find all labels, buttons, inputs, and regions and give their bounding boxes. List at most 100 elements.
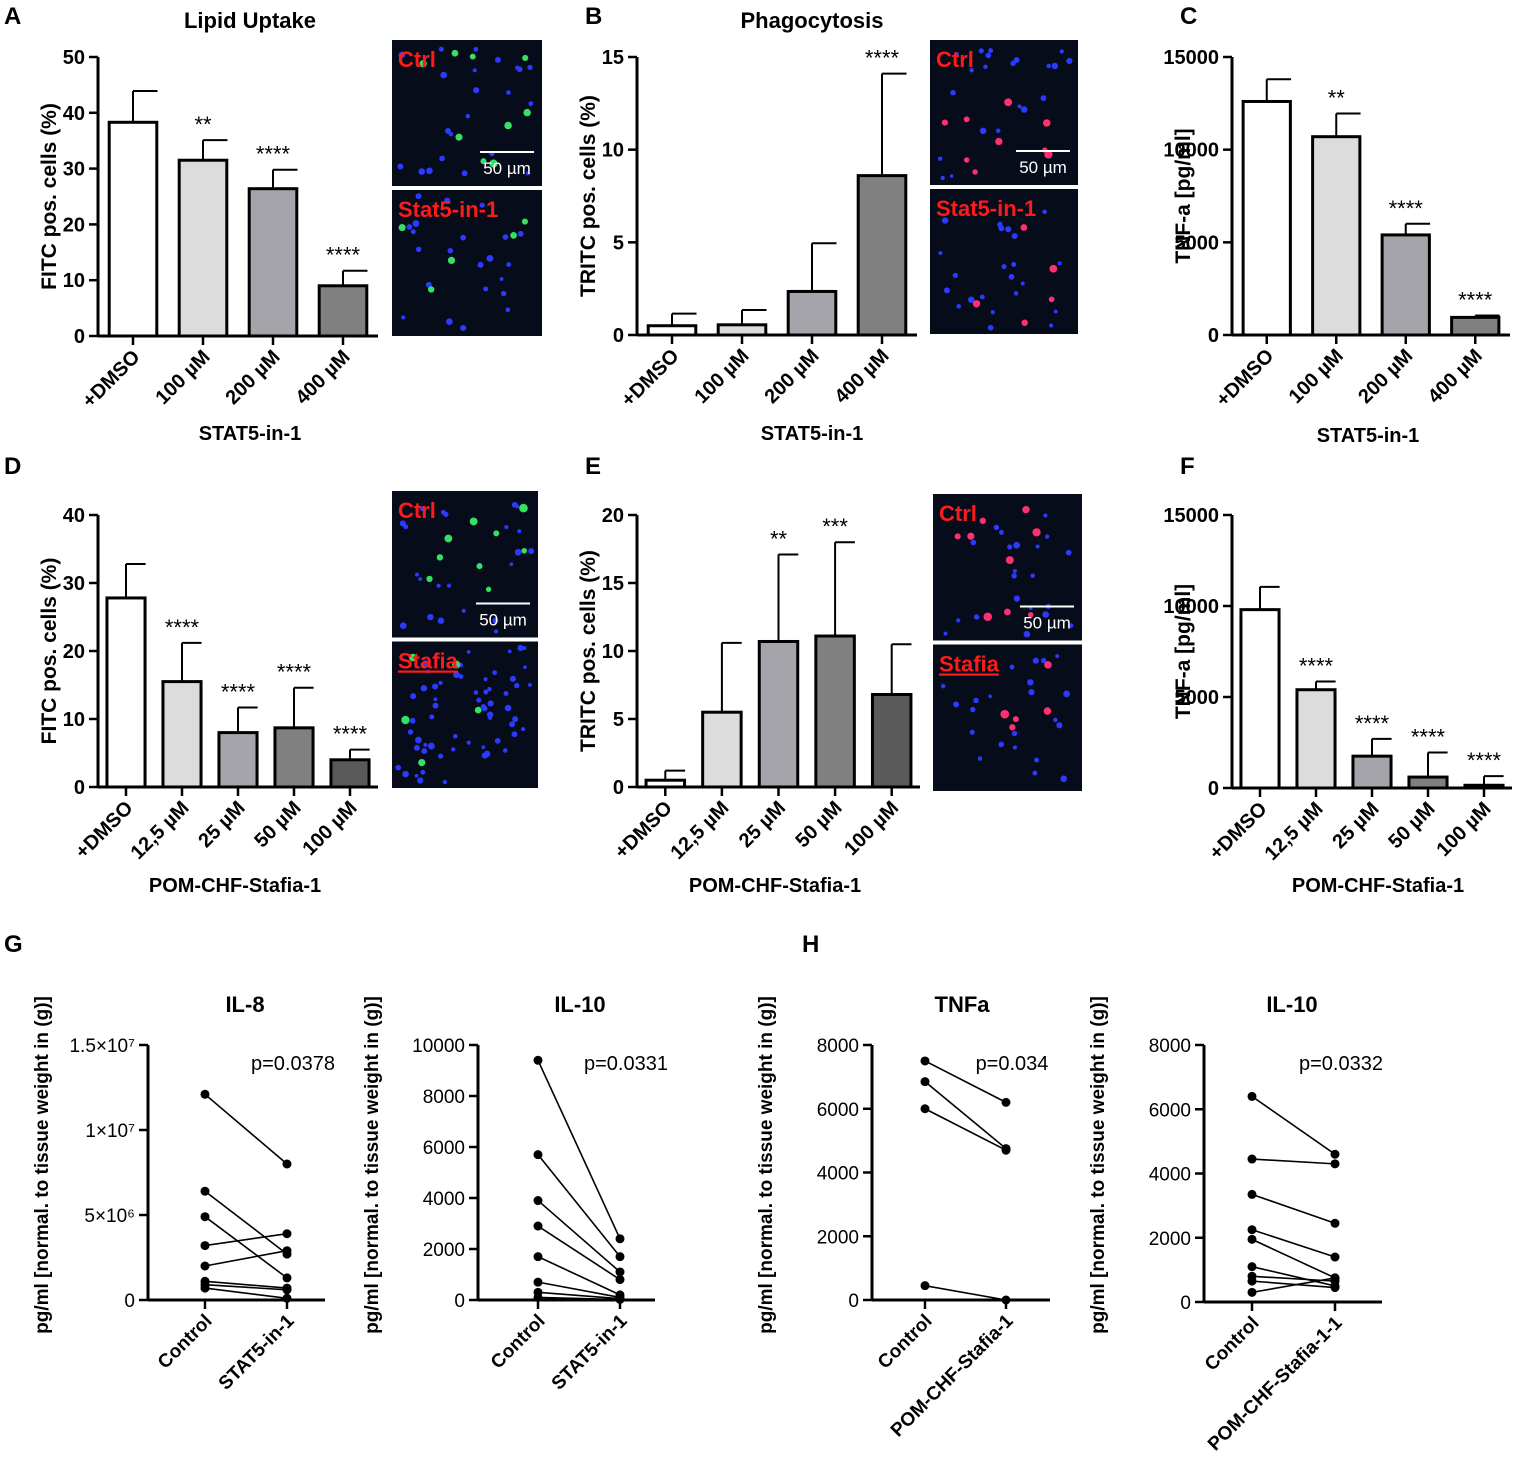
- x-tick-label: STAT5-in-1: [548, 1310, 632, 1394]
- micrograph-treated-image: [392, 641, 538, 788]
- control-point: [200, 1283, 210, 1293]
- y-tick-label: 0: [74, 326, 85, 348]
- nucleus-dot: [517, 529, 522, 534]
- stained-cell-dot: [972, 300, 981, 308]
- nucleus-dot: [523, 665, 527, 670]
- control-point: [1247, 1287, 1257, 1297]
- stained-cell-dot: [469, 517, 478, 526]
- nucleus-dot: [440, 71, 447, 79]
- nucleus-dot: [1043, 513, 1048, 518]
- x-tick-label: 100 µM: [1433, 798, 1496, 861]
- nucleus-dot: [1013, 595, 1020, 602]
- y-tick-label: 2000: [1149, 1229, 1191, 1250]
- y-tick-label: 0: [1208, 778, 1219, 800]
- nucleus-dot: [988, 48, 994, 54]
- bar: [646, 324, 698, 337]
- p-value-annotation: p=0.0378: [251, 1053, 335, 1075]
- y-axis-label: pg/ml [normal. to tissue weight in (g)]: [1088, 996, 1109, 1334]
- nucleus-dot: [940, 175, 945, 181]
- y-tick-label: 4000: [1149, 1165, 1191, 1186]
- nucleus-dot: [461, 608, 466, 613]
- nucleus-dot: [940, 683, 946, 689]
- stained-cell-dot: [1043, 707, 1052, 715]
- y-tick-label: 10: [63, 709, 85, 731]
- control-point: [1247, 1225, 1257, 1235]
- bar: [870, 693, 913, 789]
- nucleus-dot: [993, 524, 1000, 531]
- control-point: [200, 1241, 210, 1251]
- nucleus-dot: [422, 660, 429, 668]
- x-axis-label: STAT5-in-1: [761, 423, 864, 445]
- significance-marker: ****: [326, 243, 361, 268]
- nucleus-dot: [418, 577, 423, 581]
- x-tick-label: 25 µM: [194, 797, 249, 852]
- bar: [247, 187, 299, 338]
- x-tick-label: 12,5 µM: [1261, 798, 1328, 865]
- y-axis-label: pg/ml [normal. to tissue weight in (g)]: [32, 996, 53, 1334]
- nucleus-dot: [1065, 549, 1072, 556]
- nucleus-dot: [941, 217, 949, 224]
- nucleus-dot: [1005, 226, 1012, 233]
- control-point: [1247, 1276, 1257, 1286]
- y-tick-label: 15000: [1163, 47, 1219, 69]
- stained-cell-dot: [519, 503, 528, 513]
- significance-marker: ****: [1411, 725, 1446, 750]
- stained-cell-dot: [401, 715, 410, 725]
- micrograph-label-control: Ctrl: [398, 498, 436, 523]
- stained-cell-dot: [1005, 556, 1014, 565]
- y-tick-label: 0: [74, 777, 85, 799]
- nucleus-dot: [438, 680, 443, 685]
- micrograph-treated-image: [392, 190, 542, 336]
- x-axis-label: STAT5-in-1: [199, 423, 302, 445]
- x-tick-label: POM-CHF-Stafia-1-1: [1204, 1312, 1347, 1455]
- treatment-point: [282, 1293, 292, 1303]
- micrograph-control-image: [392, 40, 542, 186]
- stained-cell-dot: [523, 108, 531, 117]
- nucleus-dot: [506, 90, 511, 95]
- nucleus-dot: [983, 64, 988, 70]
- nucleus-dot: [414, 773, 419, 778]
- nucleus-dot: [1013, 291, 1019, 296]
- stained-cell-dot: [1022, 506, 1030, 514]
- nucleus-dot: [477, 261, 484, 268]
- micrograph-control-image: [392, 491, 538, 638]
- stained-cell-dot: [409, 653, 417, 662]
- significance-marker: ****: [165, 615, 200, 640]
- panel-letter-c: C: [1180, 3, 1197, 30]
- nucleus-dot: [509, 562, 514, 567]
- nucleus-dot: [1040, 95, 1047, 102]
- stained-cell-dot: [1044, 661, 1052, 669]
- stained-cell-dot: [469, 53, 476, 60]
- micrograph-treated-image: [933, 644, 1082, 791]
- nucleus-dot: [481, 745, 486, 750]
- control-point: [200, 1212, 210, 1222]
- bar: [1407, 775, 1449, 790]
- x-axis-label: POM-CHF-Stafia-1: [149, 875, 321, 897]
- stained-cell-dot: [428, 286, 435, 293]
- nucleus-dot: [399, 520, 406, 527]
- nucleus-dot: [486, 711, 494, 718]
- nucleus-dot: [1023, 630, 1031, 638]
- nucleus-dot: [417, 777, 424, 784]
- pair-line: [537, 1291, 621, 1300]
- x-tick-label: 400 µM: [1424, 345, 1487, 408]
- pair-line: [924, 1108, 1007, 1151]
- control-point: [920, 1104, 930, 1114]
- control-point: [533, 1277, 543, 1287]
- bar: [161, 680, 203, 789]
- nucleus-dot: [1011, 261, 1017, 268]
- nucleus-dot: [1011, 573, 1017, 579]
- nucleus-dot: [1028, 689, 1035, 696]
- nucleus-dot: [956, 618, 961, 623]
- stained-cell-dot: [510, 232, 517, 239]
- y-tick-label: 1×10⁷: [85, 1121, 135, 1142]
- stained-cell-dot: [447, 256, 456, 265]
- stained-cell-dot: [983, 612, 993, 622]
- micrograph-b: Ctrl Stat5-in-1 50 µm: [930, 40, 1078, 334]
- micrograph-label-treated: Stafia: [939, 652, 1000, 677]
- nucleus-dot: [505, 307, 511, 313]
- panel-letter-b: B: [585, 3, 602, 30]
- nucleus-dot: [433, 697, 438, 702]
- pair-line: [924, 1284, 1007, 1301]
- nucleus-dot: [473, 690, 479, 695]
